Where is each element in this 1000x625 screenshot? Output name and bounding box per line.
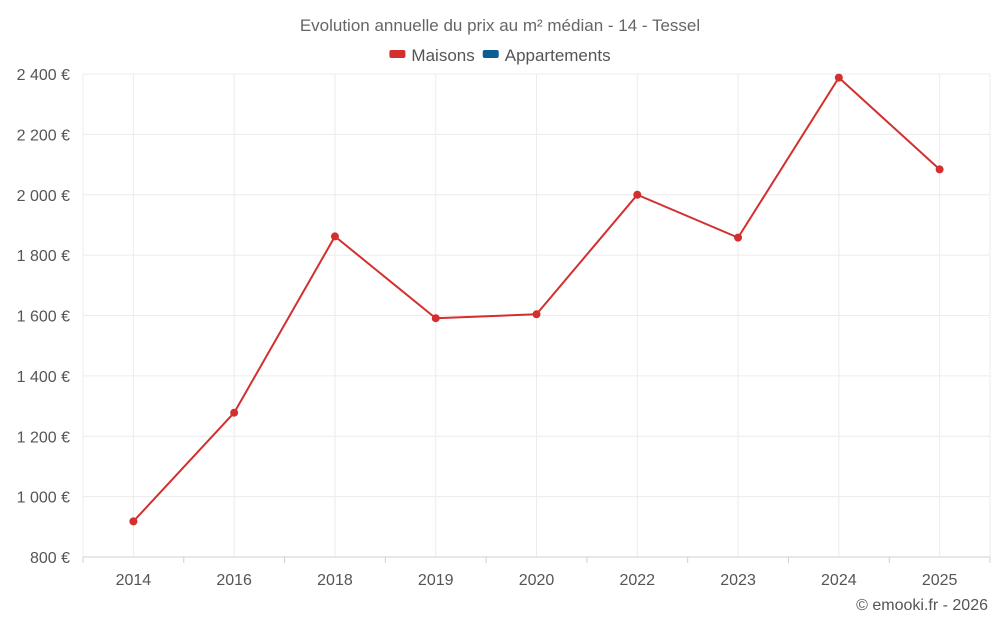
data-point bbox=[230, 408, 239, 417]
data-point bbox=[129, 517, 138, 526]
y-tick-labels: 800 € 1 000 € 1 200 € 1 400 € 1 600 € 1 800 €… bbox=[17, 67, 70, 567]
y-tick-label: 2 000 € bbox=[17, 188, 70, 205]
x-tick-label: 2024 bbox=[821, 572, 857, 589]
x-tick-labels: 2014 2016 2018 2019 2020 2022 2023 2024 2025 bbox=[116, 572, 958, 589]
legend-label: Appartements bbox=[505, 46, 611, 65]
legend: Maisons Appartements bbox=[389, 46, 611, 65]
data-point bbox=[734, 233, 743, 242]
x-tick-label: 2022 bbox=[619, 572, 655, 589]
data-point bbox=[935, 165, 944, 174]
y-tick-label: 2 200 € bbox=[17, 127, 70, 144]
y-tick-label: 1 400 € bbox=[17, 369, 70, 386]
x-tick-label: 2023 bbox=[720, 572, 756, 589]
data-point bbox=[633, 190, 642, 199]
y-tick-label: 1 200 € bbox=[17, 429, 70, 446]
y-tick-label: 2 400 € bbox=[17, 67, 70, 84]
legend-item: Maisons bbox=[389, 46, 475, 65]
series-group bbox=[129, 73, 944, 526]
data-point bbox=[834, 73, 843, 82]
x-tick-label: 2016 bbox=[216, 572, 252, 589]
credit-text: © emooki.fr - 2026 bbox=[856, 597, 988, 614]
x-tick-label: 2025 bbox=[922, 572, 958, 589]
legend-swatch bbox=[389, 50, 406, 58]
y-tick-label: 1 000 € bbox=[17, 490, 70, 507]
y-tick-label: 1 800 € bbox=[17, 248, 70, 265]
x-tick-label: 2014 bbox=[116, 572, 152, 589]
data-point bbox=[532, 310, 541, 319]
legend-label: Maisons bbox=[411, 46, 474, 65]
x-tick-label: 2018 bbox=[317, 572, 353, 589]
chart-title: Evolution annuelle du prix au m² médian … bbox=[300, 16, 700, 35]
data-point bbox=[330, 232, 339, 241]
legend-swatch bbox=[482, 50, 499, 58]
x-tick-label: 2020 bbox=[519, 572, 555, 589]
legend-item: Appartements bbox=[482, 46, 611, 65]
data-point bbox=[431, 314, 440, 323]
y-tick-label: 1 600 € bbox=[17, 309, 70, 326]
axes bbox=[82, 556, 991, 563]
y-tick-label: 800 € bbox=[30, 550, 70, 567]
x-tick-label: 2019 bbox=[418, 572, 454, 589]
